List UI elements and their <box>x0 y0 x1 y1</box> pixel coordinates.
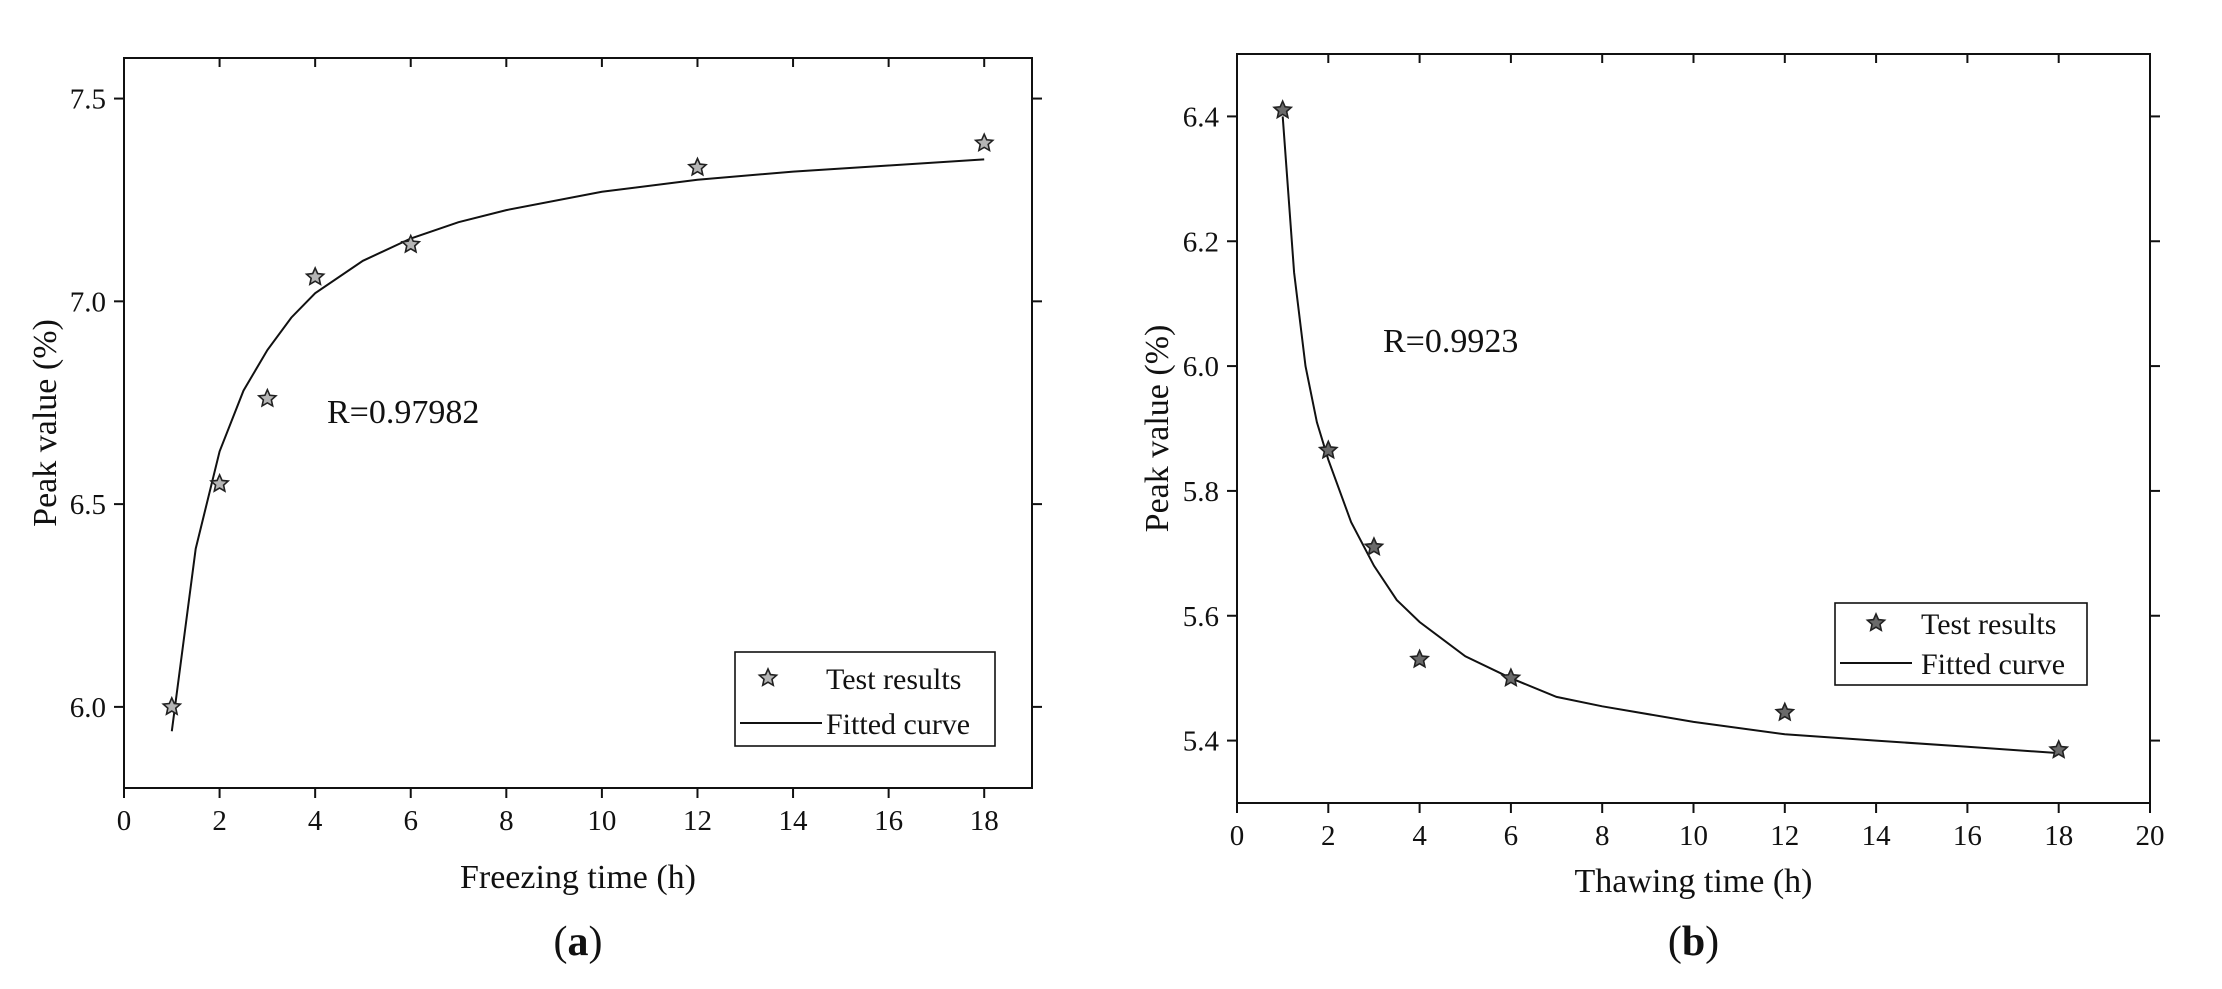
x-tick-label: 0 <box>1230 820 1245 852</box>
chart-panel-a: 0 2 4 6 8 10 12 14 16 18 6.0 6.5 7.0 7.5 Freezing time… <box>27 57 1042 965</box>
fitted-curve-line <box>1281 116 2059 755</box>
x-tick-label: 0 <box>117 805 132 837</box>
test-result-point <box>1317 439 1339 460</box>
x-tick-label: 2 <box>1321 820 1336 852</box>
legend: Test results Fitted curve <box>734 651 996 747</box>
panel-caption-letter: a <box>568 919 589 965</box>
y-tick-label: 6.2 <box>1183 226 1219 258</box>
test-result-point <box>973 132 995 153</box>
y-axis-title: Peak value (%) <box>27 319 64 527</box>
x-tick-label: 2 <box>212 805 227 837</box>
x-tick-label: 16 <box>874 805 903 837</box>
y-tick-label: 6.4 <box>1183 101 1220 133</box>
test-result-point <box>1409 648 1431 669</box>
legend-label-fitted-curve: Fitted curve <box>1921 648 2065 681</box>
y-tick-label: 7.5 <box>70 84 106 116</box>
panel-caption: (b) <box>1668 919 1719 965</box>
test-result-point <box>209 472 231 493</box>
test-result-point <box>161 695 183 716</box>
x-axis-title: Thawing time (h) <box>1575 863 1813 900</box>
test-result-point <box>1363 536 1385 556</box>
legend-box <box>734 651 996 747</box>
x-tick-label: 20 <box>2136 820 2165 852</box>
x-tick-label: 18 <box>970 805 999 837</box>
x-tick-label: 10 <box>587 805 616 837</box>
y-tick-label: 6.0 <box>1183 351 1219 383</box>
r-value-annotation: R=0.97982 <box>327 394 479 431</box>
plot-frame <box>123 57 1033 789</box>
r-value-annotation: R=0.9923 <box>1383 323 1518 360</box>
test-result-point <box>1774 701 1796 722</box>
legend-star-icon <box>1865 612 1887 632</box>
y-tick-label: 5.4 <box>1183 726 1220 758</box>
x-tick-label: 10 <box>1679 820 1708 852</box>
test-result-point <box>1272 99 1294 120</box>
plot-frame <box>1236 53 2151 804</box>
x-tick-label: 4 <box>1412 820 1427 852</box>
x-tick-label: 14 <box>1862 820 1892 852</box>
x-tick-label: 8 <box>1595 820 1610 852</box>
test-result-point <box>2048 738 2070 759</box>
y-tick-label: 5.8 <box>1183 476 1219 508</box>
test-result-point <box>687 156 708 177</box>
x-tick-label: 14 <box>779 805 809 837</box>
legend-label-fitted-curve: Fitted curve <box>826 708 970 741</box>
legend: Test results Fitted curve <box>1834 602 2088 686</box>
test-result-point <box>256 387 278 408</box>
x-tick-label: 8 <box>499 805 514 837</box>
chart-panel-b: 0 2 4 6 8 10 12 14 16 18 20 5.4 5.6 5.8 6.0 6.2 6.4 Thawi… <box>1139 53 2165 965</box>
x-tick-label: 18 <box>2044 820 2073 852</box>
panel-caption-letter: b <box>1682 919 1705 965</box>
y-tick-label: 6.5 <box>70 489 106 521</box>
legend-star-icon <box>757 667 779 687</box>
y-tick-label: 7.0 <box>70 286 106 318</box>
x-axis-title: Freezing time (h) <box>460 859 696 896</box>
test-result-point <box>400 233 422 254</box>
test-result-point <box>304 266 326 286</box>
x-tick-label: 6 <box>1504 820 1519 852</box>
fitted-curve-line <box>170 158 985 732</box>
test-result-point <box>1500 667 1522 688</box>
x-tick-label: 12 <box>683 805 712 837</box>
x-tick-label: 12 <box>1770 820 1799 852</box>
y-axis-title: Peak value (%) <box>1139 325 1176 533</box>
y-tick-label: 5.6 <box>1183 601 1219 633</box>
legend-label-test-results: Test results <box>826 663 961 696</box>
legend-label-test-results: Test results <box>1921 608 2056 641</box>
panel-caption: (a) <box>554 919 603 965</box>
x-tick-label: 16 <box>1953 820 1982 852</box>
x-tick-label: 6 <box>403 805 418 837</box>
y-tick-label: 6.0 <box>70 692 106 724</box>
x-tick-label: 4 <box>308 805 323 837</box>
